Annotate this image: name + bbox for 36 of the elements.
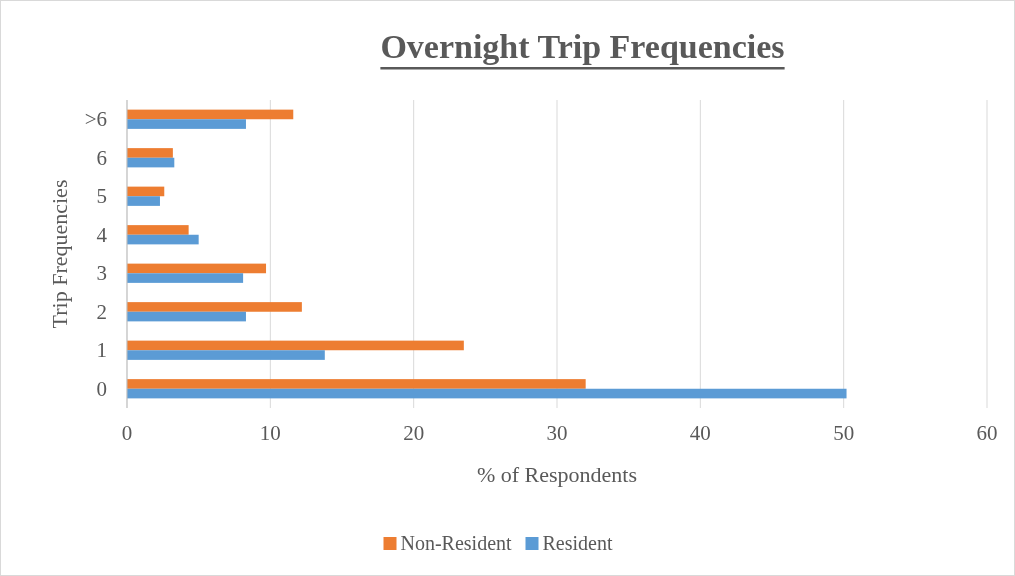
bar [127,273,244,283]
y-tick-label: >6 [84,107,107,132]
x-tick-label: 30 [546,421,568,445]
bar [127,379,586,389]
y-tick-label: 4 [96,222,108,247]
bar [127,302,302,312]
chart-title: Overnight Trip Frequencies [380,28,785,65]
x-tick-label: 20 [403,421,425,445]
y-tick-label: 3 [96,261,107,286]
bar [127,263,267,274]
bar [127,157,175,168]
legend-label: Resident [542,532,613,554]
bar [127,148,173,158]
bar [127,340,464,351]
bar [127,311,246,322]
legend-label: Non-Resident [400,532,513,554]
bar [127,225,189,235]
x-tick-label: 10 [259,421,281,445]
y-tick-label: 2 [96,299,107,324]
x-tick-label: 40 [689,421,711,445]
bar [127,186,165,197]
y-tick-label: 6 [96,145,107,170]
bar [127,234,199,245]
bar [127,388,847,399]
y-tick-label: 5 [96,184,107,209]
y-tick-label: 0 [96,376,107,401]
x-tick-label: 50 [833,421,855,445]
bar [127,196,160,206]
bar [127,350,325,360]
y-axis-title: Trip Frequencies [47,179,72,329]
bar [127,109,294,120]
x-tick-label: 60 [976,421,998,445]
y-tick-label: 1 [96,338,107,363]
x-axis-title: % of Respondents [476,462,638,487]
x-tick-label: 0 [121,421,133,445]
bar [127,119,246,129]
